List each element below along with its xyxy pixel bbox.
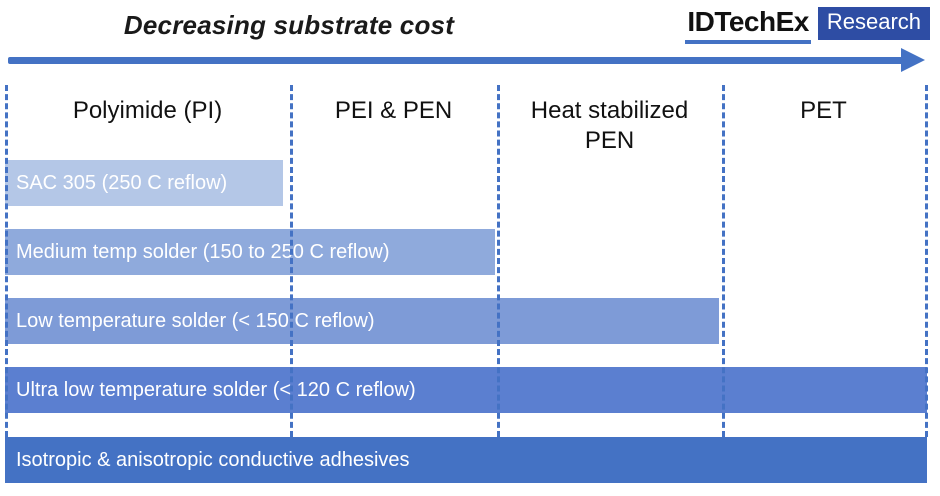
- bar-label: SAC 305 (250 C reflow): [16, 171, 228, 194]
- bar-label: Isotropic & anisotropic conductive adhes…: [16, 448, 410, 471]
- decreasing-cost-arrow-head-icon: [901, 48, 925, 72]
- bar-low-temperature-solder-150-c-reflow: Low temperature solder (< 150 C reflow): [5, 298, 719, 344]
- column-separator-line-4: [925, 85, 928, 437]
- diagram-title: Decreasing substrate cost: [123, 10, 455, 40]
- idtechex-logo-brand: IDTechEx: [685, 7, 811, 44]
- column-separator-line-2: [497, 85, 500, 437]
- idtechex-logo-research-badge: Research: [817, 7, 930, 40]
- column-separator-line-1: [290, 85, 293, 437]
- column-label-heat-stabilized-pen: Heat stabilized PEN: [530, 97, 689, 154]
- column-label-pet: PET: [800, 97, 847, 124]
- column-separator-line-3: [722, 85, 725, 437]
- bar-label: Low temperature solder (< 150 C reflow): [16, 309, 375, 332]
- decreasing-cost-arrow-shaft: [8, 57, 904, 64]
- bar-sac-305-250-c-reflow: SAC 305 (250 C reflow): [5, 160, 283, 206]
- column-label-polyimide-pi-: Polyimide (PI): [72, 97, 223, 124]
- column-label-pei-pen: PEI & PEN: [334, 97, 453, 124]
- idtechex-logo: IDTechEx Research: [685, 7, 930, 44]
- bar-label: Medium temp solder (150 to 250 C reflow): [16, 240, 390, 263]
- column-separator-line-0: [5, 85, 8, 437]
- bar-label: Ultra low temperature solder (< 120 C re…: [16, 378, 416, 401]
- bar-medium-temp-solder-150-to-250-c-reflow: Medium temp solder (150 to 250 C reflow): [5, 229, 495, 275]
- bar-ultra-low-temperature-solder-120-c-reflow: Ultra low temperature solder (< 120 C re…: [5, 367, 927, 413]
- bar-isotropic-anisotropic-conductive-adhesives: Isotropic & anisotropic conductive adhes…: [5, 437, 927, 483]
